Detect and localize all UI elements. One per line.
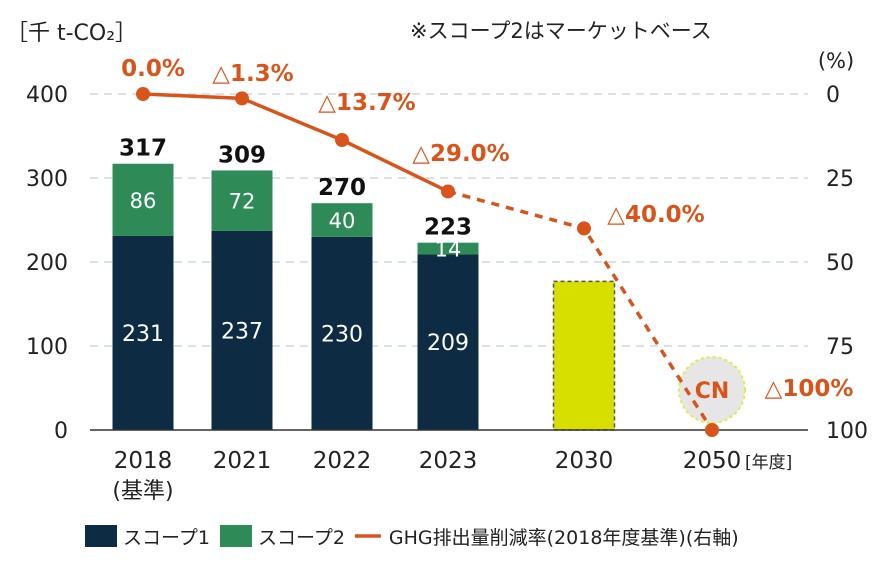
bar-scope2-label: 72	[229, 190, 256, 214]
y-tick-label: 200	[26, 251, 68, 276]
bar-scope2	[211, 170, 273, 231]
legend-label: GHG排出量削減率(2018年度基準)(右軸)	[389, 527, 739, 549]
bar-scope1-label: 231	[122, 322, 164, 347]
y2-tick-label: 100	[826, 419, 868, 444]
unit-label: ［千 t-CO₂］	[6, 21, 137, 46]
y-tick-label: 100	[26, 335, 68, 360]
bar-total-label: 317	[119, 136, 167, 162]
y2-tick-label: 25	[826, 167, 854, 192]
bar-total-label: 270	[318, 175, 366, 201]
bar-scope1-label: 237	[221, 319, 263, 344]
bar-scope2	[417, 242, 479, 255]
x-tick-label: 2023	[419, 448, 478, 474]
bar-scope1-label: 209	[427, 331, 469, 356]
y-tick-label: 0	[54, 419, 68, 444]
bar-scope1-label: 230	[321, 322, 363, 347]
x-tick-label: 2021	[213, 448, 272, 474]
reduction-point	[441, 184, 455, 199]
reduction-data-label: △100%	[765, 376, 854, 402]
scope2-note: ※スコープ2はマーケットベース	[410, 19, 712, 43]
x-tick-label: 2050	[683, 448, 742, 474]
reduction-data-label: △13.7%	[318, 90, 415, 116]
legend-label: スコープ1	[123, 527, 210, 549]
x-tick-label: 2030	[555, 448, 614, 474]
bar-scope2-label: 14	[435, 238, 462, 262]
bar-scope2-label: 40	[329, 209, 356, 233]
target-bar-2030	[552, 280, 616, 431]
bar-scope2-label: 86	[130, 189, 157, 213]
reduction-point	[705, 423, 719, 437]
y-tick-label: 300	[26, 167, 68, 192]
y2-tick-label: 0	[826, 83, 840, 108]
reduction-point	[136, 87, 150, 101]
bar-total-label: 309	[218, 142, 266, 168]
reduction-line-actual	[142, 92, 449, 194]
x-tick-label: 2018	[114, 448, 173, 474]
bar-scope2	[112, 163, 174, 236]
reduction-data-label: △1.3%	[212, 61, 293, 87]
bar-scope1	[211, 230, 273, 430]
right-axis-unit: (%)	[818, 49, 854, 73]
bar-scope1	[417, 254, 479, 430]
bar-scope2	[311, 203, 373, 237]
legend-swatch	[219, 525, 252, 547]
reduction-point	[577, 221, 591, 236]
reduction-point	[235, 91, 249, 106]
bar-scope1	[112, 235, 174, 430]
bar-total-label: 223	[424, 215, 472, 241]
legend-label: スコープ2	[258, 527, 345, 549]
reduction-point	[335, 133, 349, 148]
x-tick-sublabel: (基準)	[112, 479, 173, 504]
legend-swatch	[85, 525, 117, 547]
x-tick-label: 2022	[313, 448, 372, 474]
y-tick-label: 400	[26, 83, 68, 108]
y2-tick-label: 50	[826, 251, 854, 276]
reduction-data-label: △40.0%	[607, 202, 704, 228]
reduction-data-label: △29.0%	[412, 141, 509, 167]
reduction-data-label: 0.0%	[121, 56, 185, 82]
y2-tick-label: 75	[826, 335, 854, 360]
x-axis-unit: [年度]	[745, 453, 792, 473]
bar-scope1	[311, 236, 373, 430]
cn-label: CN	[695, 379, 730, 404]
